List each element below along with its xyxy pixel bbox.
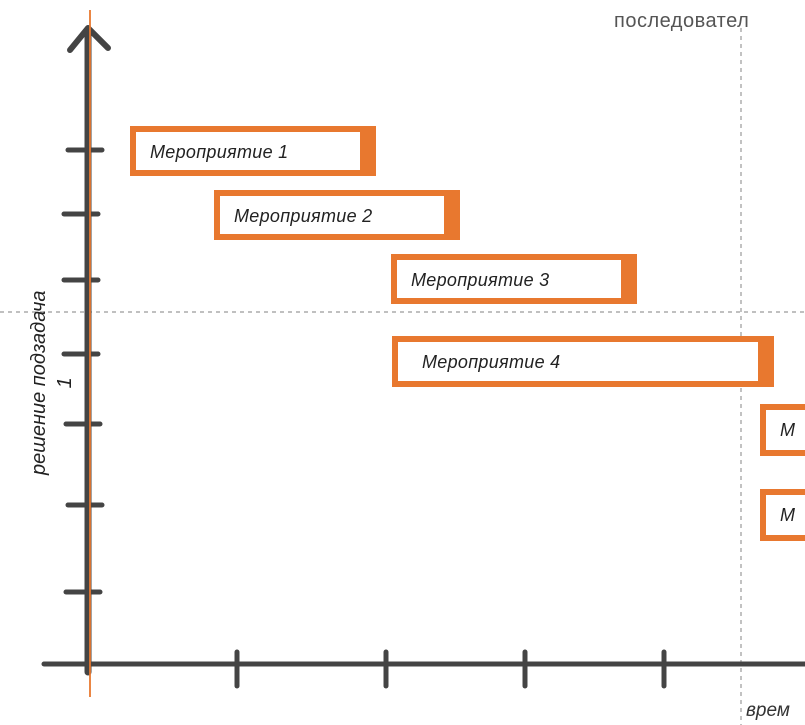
activity-bar-6: М (760, 489, 805, 541)
activity-label-1: Мероприятие 1 (150, 142, 289, 162)
activity-label-6: М (780, 505, 796, 525)
top-label: последовател (614, 10, 750, 32)
x-axis-ticks (234, 649, 667, 689)
activity-bar-4: Мероприятие 4 (392, 336, 774, 387)
y-axis-label-line2: 1 (54, 377, 76, 389)
bottom-label: врем (746, 700, 790, 721)
y-axis-label-line1: решение подзадача (28, 290, 50, 475)
activity-bar-3: Мероприятие 3 (391, 254, 637, 304)
y-axis-arrow-icon (67, 25, 111, 53)
activity-bar-1: Мероприятие 1 (130, 126, 376, 176)
activity-label-3: Мероприятие 3 (411, 270, 550, 290)
activity-bar-5: М (760, 404, 805, 456)
activity-label-5: М (780, 420, 796, 440)
activity-label-4: Мероприятие 4 (422, 352, 561, 372)
activity-bar-2: Мероприятие 2 (214, 190, 460, 240)
y-axis-ticks (61, 147, 105, 595)
activity-label-2: Мероприятие 2 (234, 206, 373, 226)
